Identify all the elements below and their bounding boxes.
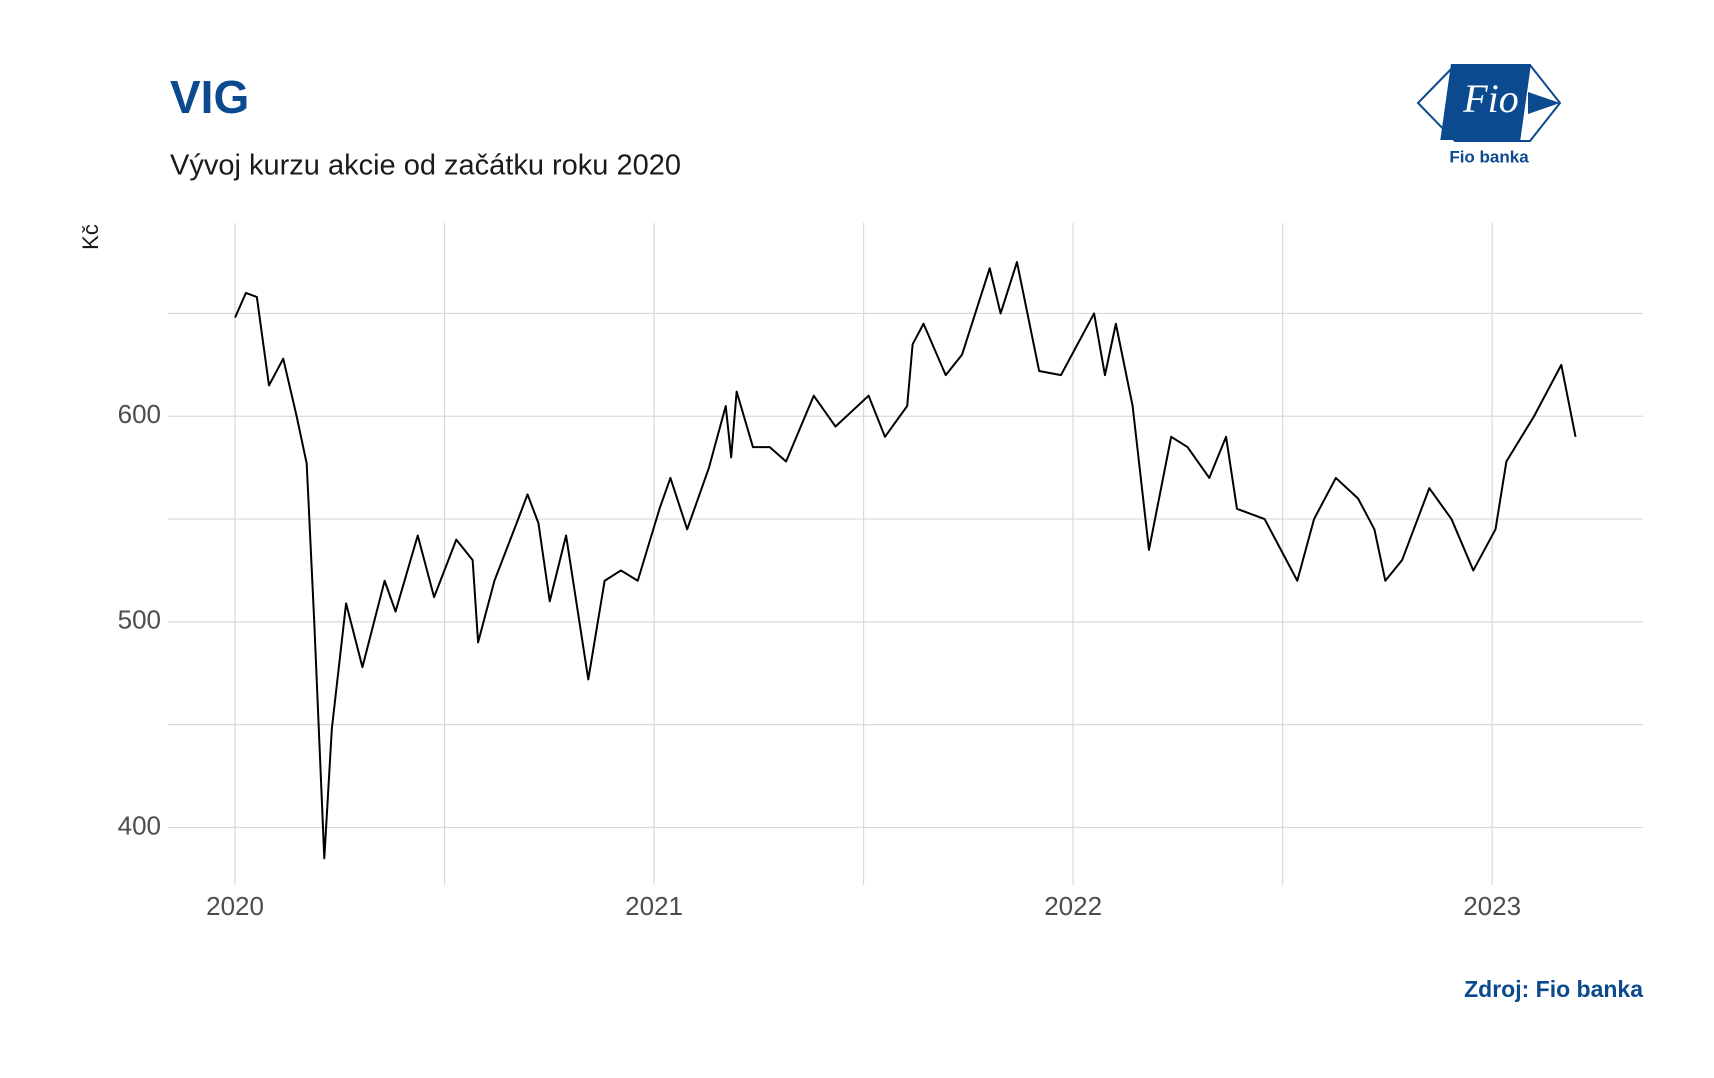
x-tick-label: 2023 [1463, 891, 1521, 921]
y-tick-label: 400 [118, 810, 161, 840]
y-axis-label: Kč [78, 224, 103, 250]
y-tick-label: 500 [118, 605, 161, 635]
chart-title: VIG [170, 71, 249, 123]
x-tick-label: 2022 [1044, 891, 1102, 921]
logo: Fio Fio banka [1416, 64, 1562, 166]
x-tick-label: 2021 [625, 891, 683, 921]
logo-text: Fio [1462, 76, 1519, 121]
price-line [234, 261, 1577, 860]
x-tick-label: 2020 [206, 891, 264, 921]
logo-box [1440, 64, 1532, 140]
source: Zdroj: Fio banka [1464, 976, 1643, 1002]
logo-arrow [1528, 92, 1560, 114]
chart-subtitle: Vývoj kurzu akcie od začátku roku 2020 [170, 150, 681, 182]
y-tick-label: 600 [118, 399, 161, 429]
logo-caption: Fio banka [1449, 147, 1529, 166]
